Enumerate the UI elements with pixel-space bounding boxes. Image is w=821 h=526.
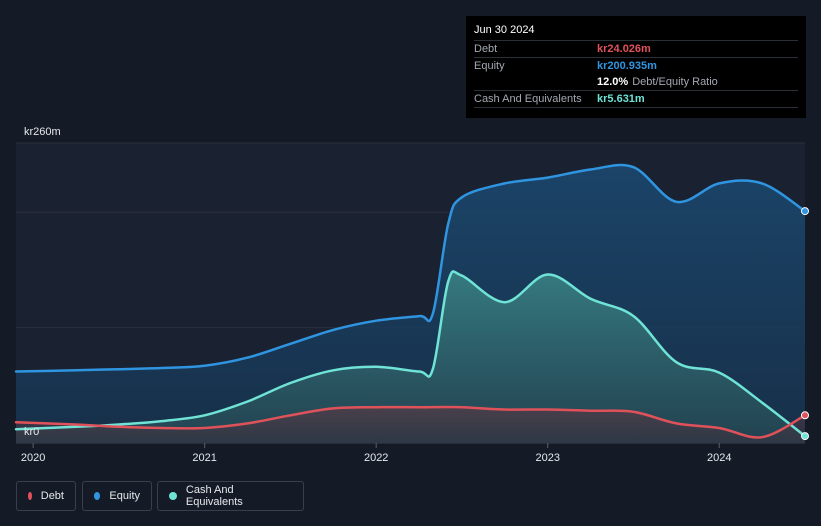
tooltip-equity-value: kr200.935m: [597, 60, 657, 72]
tooltip-equity-row: Equity kr200.935m: [474, 57, 798, 74]
series-end-markers: [801, 207, 809, 441]
tooltip-debt-row: Debt kr24.026m: [474, 40, 798, 57]
tooltip-debt-value: kr24.026m: [597, 43, 651, 55]
series-areas: [16, 164, 805, 443]
cash-line: [14, 270, 807, 438]
x-tick-label: 2020: [21, 452, 45, 464]
debt-area: [16, 407, 805, 443]
tooltip-cash-label: Cash And Equivalents: [474, 93, 582, 105]
cash-end-marker: [801, 432, 809, 441]
cash-area: [16, 271, 805, 443]
x-tick-label: 2021: [192, 452, 216, 464]
tooltip-debt-label: Debt: [474, 43, 498, 55]
legend-equity-label: Equity: [109, 490, 140, 502]
legend-cash-label: Cash And Equivalents: [185, 484, 243, 508]
legend-cash[interactable]: Cash And Equivalents: [157, 481, 304, 511]
tooltip-ratio-label: Debt/Equity Ratio: [632, 76, 718, 88]
debt-legend-dot: [28, 492, 32, 500]
cash-legend-dot: [169, 492, 177, 500]
tooltip-ratio-row: 12.0% Debt/Equity Ratio: [474, 74, 798, 90]
equity-line: [14, 163, 807, 373]
debt-line: [14, 405, 807, 439]
debt-end-marker: [801, 411, 809, 420]
x-tick-label: 2024: [707, 452, 731, 464]
x-axis-ticks: 2020 2021 2022 2023 2024: [21, 443, 731, 464]
series-lines: [14, 163, 807, 439]
tooltip-ratio-value: 12.0%: [597, 76, 629, 88]
legend-debt-label: Debt: [40, 490, 64, 502]
equity-legend-dot: [94, 492, 101, 500]
legend-debt[interactable]: Debt: [16, 481, 76, 511]
tooltip-panel: Jun 30 2024 Debt kr24.026m Equity kr200.…: [466, 16, 806, 118]
x-tick-label: 2023: [535, 452, 559, 464]
legend-equity[interactable]: Equity: [82, 481, 152, 511]
tooltip-cash-row: Cash And Equivalents kr5.631m: [474, 90, 798, 108]
tooltip-equity-label: Equity: [474, 60, 505, 72]
y-axis-top-label: kr260m: [24, 126, 61, 138]
equity-end-marker: [801, 207, 809, 216]
x-tick-label: 2022: [364, 452, 388, 464]
tooltip-cash-value: kr5.631m: [597, 93, 645, 105]
tooltip-date: Jun 30 2024: [474, 24, 535, 36]
y-axis-bottom-label: kr0: [24, 426, 39, 438]
